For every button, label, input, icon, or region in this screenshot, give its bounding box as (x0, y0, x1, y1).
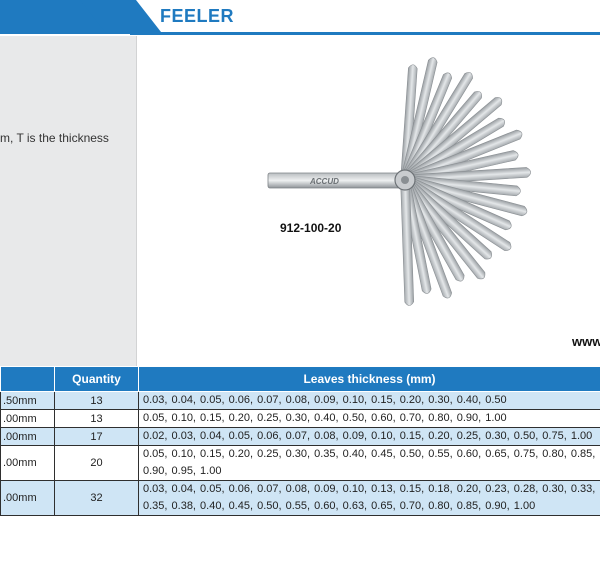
gauge-blade (403, 174, 528, 217)
length-cell: .00mm (0, 445, 55, 481)
table-row: .00mm 32 0.03, 0.04, 0.05, 0.06, 0.07, 0… (0, 480, 600, 516)
leaves-cell: 0.03, 0.04, 0.05, 0.06, 0.07, 0.08, 0.09… (138, 391, 600, 410)
gauge-blade (400, 57, 438, 182)
model-number: 912-100-20 (280, 221, 342, 235)
table-header-row: Quantity Leaves thickness (mm) (0, 366, 600, 392)
table-row: .00mm 17 0.02, 0.03, 0.04, 0.05, 0.06, 0… (0, 427, 600, 446)
gauge-blade (400, 64, 418, 181)
quantity-cell: 13 (54, 391, 139, 410)
leaves-cell: 0.05, 0.10, 0.15, 0.20, 0.25, 0.30, 0.40… (138, 409, 600, 428)
table-row: .00mm 20 0.05, 0.10, 0.15, 0.20, 0.25, 0… (0, 445, 600, 481)
gauge-blade (400, 72, 453, 183)
length-cell: .00mm (0, 409, 55, 428)
description-panel: m, T is the thickness (0, 36, 137, 366)
table-row: .00mm 13 0.05, 0.10, 0.15, 0.20, 0.25, 0… (0, 409, 600, 428)
gauge-blades (400, 57, 532, 306)
spec-table: Quantity Leaves thickness (mm) .50mm 13 … (0, 366, 600, 516)
quantity-header: Quantity (54, 366, 139, 392)
gauge-blade (400, 179, 415, 306)
gauge-blade (404, 174, 521, 197)
gauge-blade (400, 72, 473, 183)
gauge-blade (402, 175, 512, 231)
quantity-cell: 13 (54, 409, 139, 428)
gauge-blade (401, 175, 512, 251)
website-fragment: www (572, 334, 600, 349)
length-cell: .00mm (0, 427, 55, 446)
leaves-header: Leaves thickness (mm) (138, 366, 600, 392)
brand-engraving: ACCUD (309, 177, 339, 186)
description-text: m, T is the thickness (0, 131, 109, 145)
table-row: .50mm 13 0.03, 0.04, 0.05, 0.06, 0.07, 0… (0, 391, 600, 410)
header-rule (130, 32, 600, 35)
quantity-cell: 32 (54, 480, 139, 516)
length-cell: .00mm (0, 480, 55, 516)
length-cell: .50mm (0, 391, 55, 410)
page-title: FEELER (160, 6, 235, 26)
length-header (0, 366, 55, 392)
leaves-cell: 0.02, 0.03, 0.04, 0.05, 0.06, 0.07, 0.08… (138, 427, 600, 446)
quantity-cell: 17 (54, 427, 139, 446)
leaves-cell: 0.05, 0.10, 0.15, 0.20, 0.25, 0.30, 0.35… (138, 445, 600, 481)
quantity-cell: 20 (54, 445, 139, 481)
leaves-cell: 0.03, 0.04, 0.05, 0.06, 0.07, 0.08, 0.09… (138, 480, 600, 516)
feeler-gauge-image: ACCUD (267, 57, 532, 306)
